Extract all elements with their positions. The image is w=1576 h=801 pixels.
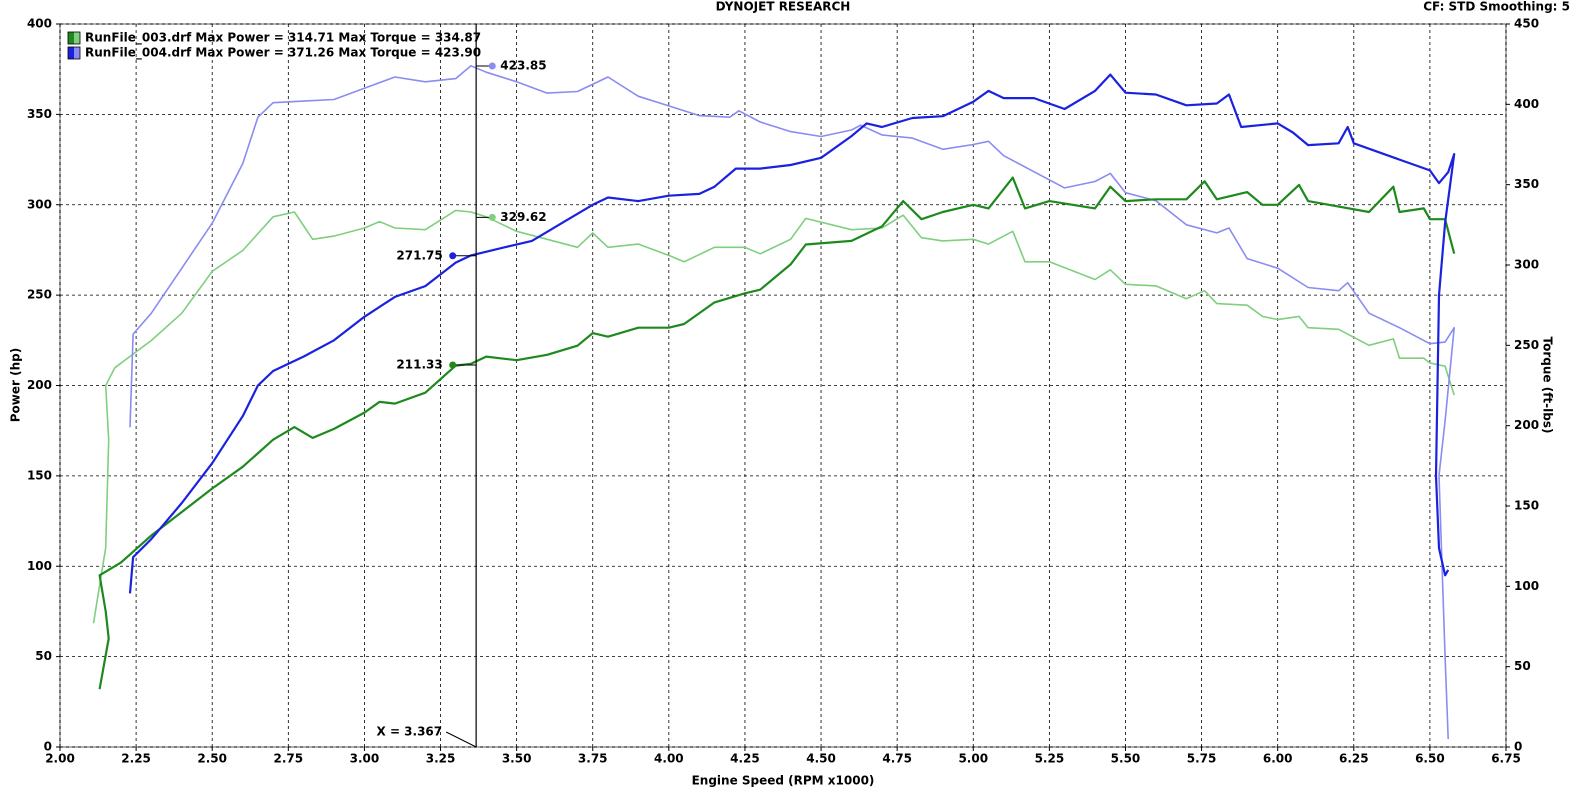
x-tick-label: 2.00 <box>45 752 75 766</box>
x-tick-label: 4.00 <box>654 752 684 766</box>
y2-tick-label: 200 <box>1514 418 1539 432</box>
y2-axis-label: Torque (ft-lbs) <box>1541 337 1555 434</box>
series-line <box>129 65 1455 740</box>
x-tick-label: 6.00 <box>1263 752 1293 766</box>
series-line <box>128 73 1456 594</box>
y2-tick-label: 100 <box>1514 579 1539 593</box>
marker-dot <box>488 62 496 70</box>
y-tick-label: 200 <box>27 378 52 392</box>
x-axis-label: Engine Speed (RPM x1000) <box>692 774 875 788</box>
legend-swatch-border <box>67 31 81 45</box>
y2-tick-label: 450 <box>1514 17 1539 31</box>
legend-swatch-border <box>67 46 81 60</box>
x-tick-label: 3.00 <box>350 752 380 766</box>
x-tick-label: 2.50 <box>197 752 227 766</box>
y-tick-label: 150 <box>27 468 52 482</box>
x-tick-label: 5.25 <box>1035 752 1065 766</box>
x-tick-label: 6.75 <box>1491 752 1521 766</box>
x-tick-label: 4.25 <box>730 752 760 766</box>
y-tick-label: 50 <box>35 649 52 663</box>
x-tick-label: 5.50 <box>1111 752 1141 766</box>
y-tick-label: 300 <box>27 197 52 211</box>
marker-dot <box>449 361 457 369</box>
x-tick-label: 2.75 <box>274 752 304 766</box>
y-axis-label: Power (hp) <box>9 348 23 422</box>
marker-label: 271.75 <box>396 248 442 262</box>
y2-tick-label: 400 <box>1514 97 1539 111</box>
x-tick-label: 6.25 <box>1339 752 1369 766</box>
x-tick-label: 5.00 <box>958 752 988 766</box>
y-tick-label: 100 <box>27 559 52 573</box>
legend-swatch <box>74 32 80 44</box>
legend-swatch <box>68 47 74 59</box>
x-tick-label: 6.50 <box>1415 752 1445 766</box>
marker-label: 211.33 <box>396 358 442 372</box>
x-tick-label: 3.75 <box>578 752 608 766</box>
legend-swatch <box>74 47 80 59</box>
cursor-leader <box>445 731 477 748</box>
marker-dot <box>488 213 496 221</box>
legend-swatch <box>68 32 74 44</box>
chart-subtitle: CF: STD Smoothing: 5 <box>1423 0 1570 14</box>
y2-tick-label: 0 <box>1514 740 1522 754</box>
x-tick-label: 2.25 <box>121 752 151 766</box>
y-tick-label: 350 <box>27 107 52 121</box>
legend-label: RunFile_003.drf Max Power = 314.71 Max T… <box>85 31 481 46</box>
y-tick-label: 400 <box>27 17 52 31</box>
chart-title: DYNOJET RESEARCH <box>716 0 851 14</box>
y2-tick-label: 250 <box>1514 338 1539 352</box>
series-line <box>92 209 1455 624</box>
x-tick-label: 3.25 <box>426 752 456 766</box>
x-tick-label: 4.50 <box>806 752 836 766</box>
x-tick-label: 5.75 <box>1187 752 1217 766</box>
y-tick-label: 0 <box>44 740 52 754</box>
y2-tick-label: 350 <box>1514 177 1539 191</box>
y2-tick-label: 50 <box>1514 659 1531 673</box>
y-tick-label: 250 <box>27 288 52 302</box>
cursor-label: X = 3.367 <box>377 725 443 739</box>
y2-tick-label: 300 <box>1514 258 1539 272</box>
marker-dot <box>449 252 457 260</box>
series-line <box>98 176 1456 690</box>
x-tick-label: 3.50 <box>502 752 532 766</box>
marker-label: 423.85 <box>500 59 546 73</box>
marker-label: 329.62 <box>500 210 546 224</box>
y2-tick-label: 150 <box>1514 499 1539 513</box>
x-tick-label: 4.75 <box>882 752 912 766</box>
legend-label: RunFile_004.drf Max Power = 371.26 Max T… <box>85 46 481 61</box>
